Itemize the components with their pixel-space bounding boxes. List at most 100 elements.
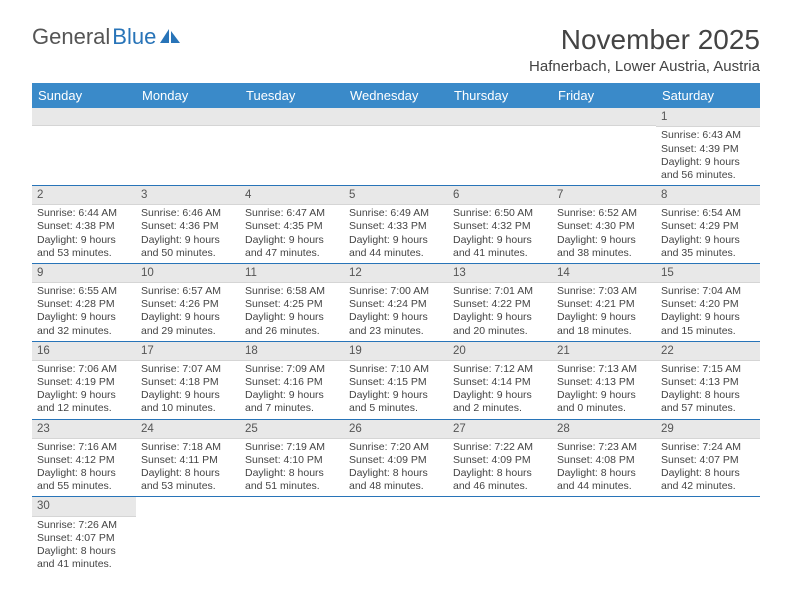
day-details: Sunrise: 7:18 AMSunset: 4:11 PMDaylight:…	[136, 439, 240, 497]
calendar-week: 2Sunrise: 6:44 AMSunset: 4:38 PMDaylight…	[32, 185, 760, 263]
day-details: Sunrise: 7:13 AMSunset: 4:13 PMDaylight:…	[552, 361, 656, 419]
day-details: Sunrise: 7:24 AMSunset: 4:07 PMDaylight:…	[656, 439, 760, 497]
calendar-cell	[136, 497, 240, 574]
calendar-cell: 5Sunrise: 6:49 AMSunset: 4:33 PMDaylight…	[344, 185, 448, 263]
calendar-cell: 16Sunrise: 7:06 AMSunset: 4:19 PMDayligh…	[32, 341, 136, 419]
logo-text-2: Blue	[112, 24, 156, 50]
weekday-header: Monday	[136, 83, 240, 108]
day-details: Sunrise: 7:20 AMSunset: 4:09 PMDaylight:…	[344, 439, 448, 497]
weekday-header: Wednesday	[344, 83, 448, 108]
calendar-cell: 19Sunrise: 7:10 AMSunset: 4:15 PMDayligh…	[344, 341, 448, 419]
calendar-cell	[448, 497, 552, 574]
day-details: Sunrise: 7:07 AMSunset: 4:18 PMDaylight:…	[136, 361, 240, 419]
empty-day-stripe	[32, 108, 136, 126]
weekday-header: Thursday	[448, 83, 552, 108]
calendar-cell: 13Sunrise: 7:01 AMSunset: 4:22 PMDayligh…	[448, 263, 552, 341]
day-details: Sunrise: 6:49 AMSunset: 4:33 PMDaylight:…	[344, 205, 448, 263]
calendar-cell	[240, 108, 344, 185]
day-number: 10	[136, 264, 240, 283]
weekday-header: Sunday	[32, 83, 136, 108]
day-details: Sunrise: 6:54 AMSunset: 4:29 PMDaylight:…	[656, 205, 760, 263]
day-number: 23	[32, 420, 136, 439]
calendar-cell	[240, 497, 344, 574]
empty-day-stripe	[344, 108, 448, 126]
calendar-cell	[136, 108, 240, 185]
calendar-cell: 15Sunrise: 7:04 AMSunset: 4:20 PMDayligh…	[656, 263, 760, 341]
day-number: 20	[448, 342, 552, 361]
calendar-cell: 26Sunrise: 7:20 AMSunset: 4:09 PMDayligh…	[344, 419, 448, 497]
page-title: November 2025	[529, 24, 760, 56]
day-number: 22	[656, 342, 760, 361]
day-number: 3	[136, 186, 240, 205]
calendar-cell: 25Sunrise: 7:19 AMSunset: 4:10 PMDayligh…	[240, 419, 344, 497]
weekday-header: Saturday	[656, 83, 760, 108]
calendar-cell: 14Sunrise: 7:03 AMSunset: 4:21 PMDayligh…	[552, 263, 656, 341]
day-number: 21	[552, 342, 656, 361]
weekday-header-row: SundayMondayTuesdayWednesdayThursdayFrid…	[32, 83, 760, 108]
day-details: Sunrise: 7:03 AMSunset: 4:21 PMDaylight:…	[552, 283, 656, 341]
calendar-body: 1Sunrise: 6:43 AMSunset: 4:39 PMDaylight…	[32, 108, 760, 574]
day-number: 4	[240, 186, 344, 205]
calendar-cell: 24Sunrise: 7:18 AMSunset: 4:11 PMDayligh…	[136, 419, 240, 497]
day-details: Sunrise: 7:04 AMSunset: 4:20 PMDaylight:…	[656, 283, 760, 341]
calendar-cell: 6Sunrise: 6:50 AMSunset: 4:32 PMDaylight…	[448, 185, 552, 263]
day-details: Sunrise: 6:52 AMSunset: 4:30 PMDaylight:…	[552, 205, 656, 263]
calendar-cell	[552, 497, 656, 574]
day-number: 28	[552, 420, 656, 439]
day-number: 9	[32, 264, 136, 283]
day-number: 11	[240, 264, 344, 283]
calendar-cell	[32, 108, 136, 185]
day-details: Sunrise: 7:22 AMSunset: 4:09 PMDaylight:…	[448, 439, 552, 497]
day-details: Sunrise: 7:15 AMSunset: 4:13 PMDaylight:…	[656, 361, 760, 419]
calendar-cell: 11Sunrise: 6:58 AMSunset: 4:25 PMDayligh…	[240, 263, 344, 341]
day-number: 18	[240, 342, 344, 361]
calendar-cell: 3Sunrise: 6:46 AMSunset: 4:36 PMDaylight…	[136, 185, 240, 263]
day-number: 26	[344, 420, 448, 439]
weekday-header: Tuesday	[240, 83, 344, 108]
day-details: Sunrise: 7:12 AMSunset: 4:14 PMDaylight:…	[448, 361, 552, 419]
day-details: Sunrise: 6:43 AMSunset: 4:39 PMDaylight:…	[656, 127, 760, 185]
calendar-cell: 27Sunrise: 7:22 AMSunset: 4:09 PMDayligh…	[448, 419, 552, 497]
empty-day-stripe	[136, 108, 240, 126]
empty-day-stripe	[552, 108, 656, 126]
calendar-week: 23Sunrise: 7:16 AMSunset: 4:12 PMDayligh…	[32, 419, 760, 497]
day-number: 8	[656, 186, 760, 205]
day-number: 14	[552, 264, 656, 283]
calendar-week: 16Sunrise: 7:06 AMSunset: 4:19 PMDayligh…	[32, 341, 760, 419]
calendar-cell	[656, 497, 760, 574]
logo: GeneralBlue	[32, 24, 180, 50]
day-details: Sunrise: 7:16 AMSunset: 4:12 PMDaylight:…	[32, 439, 136, 497]
calendar-cell	[344, 497, 448, 574]
calendar-cell: 21Sunrise: 7:13 AMSunset: 4:13 PMDayligh…	[552, 341, 656, 419]
calendar-cell: 12Sunrise: 7:00 AMSunset: 4:24 PMDayligh…	[344, 263, 448, 341]
day-details: Sunrise: 6:58 AMSunset: 4:25 PMDaylight:…	[240, 283, 344, 341]
calendar-cell: 9Sunrise: 6:55 AMSunset: 4:28 PMDaylight…	[32, 263, 136, 341]
page-subtitle: Hafnerbach, Lower Austria, Austria	[529, 58, 760, 75]
calendar-cell	[448, 108, 552, 185]
calendar-cell: 4Sunrise: 6:47 AMSunset: 4:35 PMDaylight…	[240, 185, 344, 263]
day-number: 1	[656, 108, 760, 127]
calendar-cell: 1Sunrise: 6:43 AMSunset: 4:39 PMDaylight…	[656, 108, 760, 185]
day-number: 24	[136, 420, 240, 439]
day-details: Sunrise: 6:47 AMSunset: 4:35 PMDaylight:…	[240, 205, 344, 263]
day-number: 16	[32, 342, 136, 361]
calendar-cell: 23Sunrise: 7:16 AMSunset: 4:12 PMDayligh…	[32, 419, 136, 497]
day-number: 15	[656, 264, 760, 283]
empty-day-stripe	[448, 108, 552, 126]
day-details: Sunrise: 7:23 AMSunset: 4:08 PMDaylight:…	[552, 439, 656, 497]
header: GeneralBlue November 2025 Hafnerbach, Lo…	[32, 24, 760, 75]
day-number: 27	[448, 420, 552, 439]
calendar-week: 30Sunrise: 7:26 AMSunset: 4:07 PMDayligh…	[32, 497, 760, 574]
day-number: 2	[32, 186, 136, 205]
day-details: Sunrise: 7:09 AMSunset: 4:16 PMDaylight:…	[240, 361, 344, 419]
day-number: 6	[448, 186, 552, 205]
day-number: 30	[32, 497, 136, 516]
day-details: Sunrise: 6:44 AMSunset: 4:38 PMDaylight:…	[32, 205, 136, 263]
empty-day-stripe	[240, 108, 344, 126]
calendar: SundayMondayTuesdayWednesdayThursdayFrid…	[32, 83, 760, 574]
calendar-cell: 30Sunrise: 7:26 AMSunset: 4:07 PMDayligh…	[32, 497, 136, 574]
day-details: Sunrise: 7:01 AMSunset: 4:22 PMDaylight:…	[448, 283, 552, 341]
calendar-cell: 22Sunrise: 7:15 AMSunset: 4:13 PMDayligh…	[656, 341, 760, 419]
day-number: 17	[136, 342, 240, 361]
day-details: Sunrise: 6:57 AMSunset: 4:26 PMDaylight:…	[136, 283, 240, 341]
